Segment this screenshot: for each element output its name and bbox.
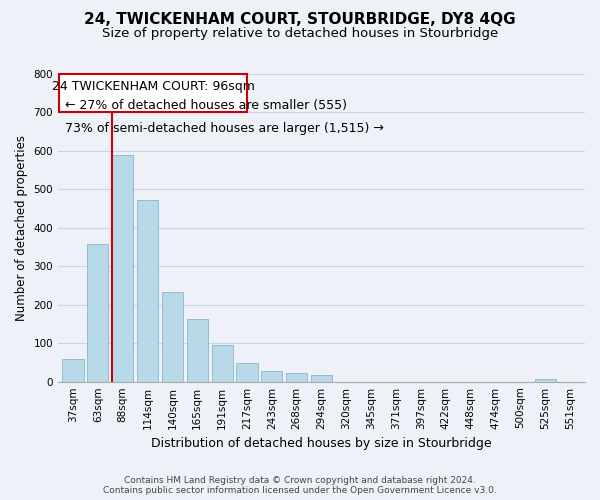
Y-axis label: Number of detached properties: Number of detached properties — [15, 135, 28, 321]
Bar — [187, 319, 208, 382]
Text: ← 27% of detached houses are smaller (555): ← 27% of detached houses are smaller (55… — [65, 98, 347, 112]
X-axis label: Distribution of detached houses by size in Stourbridge: Distribution of detached houses by size … — [151, 437, 492, 450]
Bar — [162, 292, 183, 382]
Bar — [87, 244, 109, 382]
Text: Contains HM Land Registry data © Crown copyright and database right 2024.
Contai: Contains HM Land Registry data © Crown c… — [103, 476, 497, 495]
Bar — [137, 200, 158, 382]
Text: 24, TWICKENHAM COURT, STOURBRIDGE, DY8 4QG: 24, TWICKENHAM COURT, STOURBRIDGE, DY8 4… — [84, 12, 516, 28]
Bar — [62, 360, 83, 382]
Bar — [311, 375, 332, 382]
Bar — [286, 373, 307, 382]
Bar — [236, 363, 257, 382]
Bar — [212, 345, 233, 382]
Text: Size of property relative to detached houses in Stourbridge: Size of property relative to detached ho… — [102, 28, 498, 40]
Bar — [535, 378, 556, 382]
Text: 24 TWICKENHAM COURT: 96sqm: 24 TWICKENHAM COURT: 96sqm — [52, 80, 254, 93]
Bar — [112, 155, 133, 382]
Bar — [261, 372, 283, 382]
FancyBboxPatch shape — [59, 74, 247, 112]
Text: 73% of semi-detached houses are larger (1,515) →: 73% of semi-detached houses are larger (… — [65, 122, 383, 134]
